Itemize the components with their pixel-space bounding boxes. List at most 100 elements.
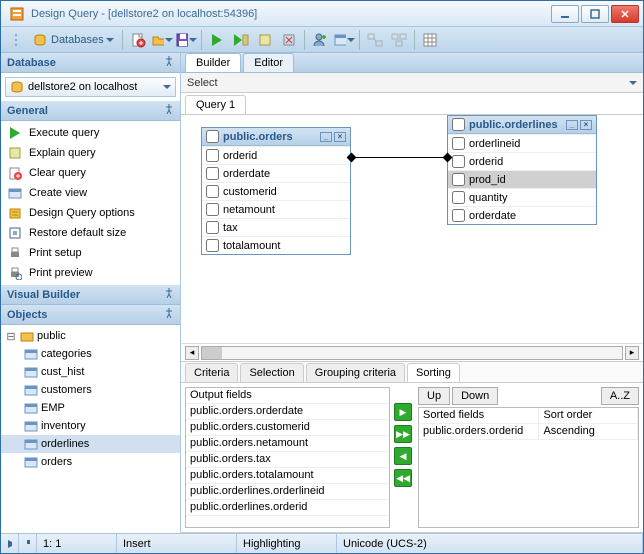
- tree-node-cust_hist[interactable]: cust_hist: [1, 363, 180, 381]
- create-view-item[interactable]: Create view: [1, 183, 180, 203]
- table-column[interactable]: orderdate: [202, 164, 350, 182]
- scroll-right-button[interactable]: ▸: [625, 346, 639, 360]
- table-card[interactable]: public.orderlines_×orderlineidorderidpro…: [447, 115, 597, 225]
- scroll-thumb[interactable]: [202, 347, 222, 359]
- pin-icon[interactable]: [164, 308, 174, 321]
- subtab-sorting[interactable]: Sorting: [407, 363, 460, 382]
- maximize-button[interactable]: [581, 5, 609, 23]
- column-checkbox[interactable]: [452, 191, 465, 204]
- visual-builder-header[interactable]: Visual Builder: [1, 285, 180, 305]
- table-header[interactable]: public.orderlines_×: [448, 116, 596, 134]
- status-flag-icon[interactable]: [19, 534, 37, 553]
- scroll-track[interactable]: [201, 346, 623, 360]
- table-checkbox[interactable]: [452, 118, 465, 131]
- tree-node-orderlines[interactable]: orderlines: [1, 435, 180, 453]
- down-button[interactable]: Down: [452, 387, 498, 405]
- new-icon[interactable]: [127, 29, 149, 51]
- output-field-item[interactable]: public.orders.totalamount: [186, 468, 389, 484]
- minimize-button[interactable]: [551, 5, 579, 23]
- output-field-item[interactable]: public.orders.orderdate: [186, 404, 389, 420]
- print-preview-item[interactable]: Print preview: [1, 263, 180, 283]
- move-all-right-button[interactable]: ▶▶: [394, 425, 412, 443]
- table-column[interactable]: customerid: [202, 182, 350, 200]
- column-checkbox[interactable]: [206, 221, 219, 234]
- pin-icon[interactable]: [164, 56, 174, 69]
- column-checkbox[interactable]: [206, 185, 219, 198]
- pin-icon[interactable]: [164, 288, 174, 301]
- tree-node-orders[interactable]: orders: [1, 453, 180, 471]
- adduser-icon[interactable]: [309, 29, 331, 51]
- runblock-icon[interactable]: [230, 29, 252, 51]
- run-icon[interactable]: [206, 29, 228, 51]
- column-checkbox[interactable]: [452, 137, 465, 150]
- output-field-item[interactable]: public.orders.netamount: [186, 436, 389, 452]
- column-checkbox[interactable]: [206, 167, 219, 180]
- output-fields-list[interactable]: Output fieldspublic.orders.orderdatepubl…: [185, 387, 390, 528]
- restore-default-size-item[interactable]: Restore default size: [1, 223, 180, 243]
- table-column[interactable]: orderid: [448, 152, 596, 170]
- sorted-field-row[interactable]: public.orders.orderidAscending: [419, 424, 638, 440]
- table-card[interactable]: public.orders_×orderidorderdatecustomeri…: [201, 127, 351, 255]
- up-button[interactable]: Up: [418, 387, 450, 405]
- minimize-table-icon[interactable]: _: [320, 132, 332, 142]
- tree-node-customers[interactable]: customers: [1, 381, 180, 399]
- move-right-button[interactable]: ▶: [394, 403, 412, 421]
- column-checkbox[interactable]: [452, 173, 465, 186]
- tree-node-EMP[interactable]: EMP: [1, 399, 180, 417]
- grid-icon[interactable]: [419, 29, 441, 51]
- table-checkbox[interactable]: [206, 130, 219, 143]
- builder-tab[interactable]: Builder: [185, 53, 241, 72]
- view-icon[interactable]: [333, 29, 355, 51]
- table-column[interactable]: orderid: [202, 146, 350, 164]
- editor-tab[interactable]: Editor: [243, 53, 294, 72]
- design-query-options-item[interactable]: Design Query options: [1, 203, 180, 223]
- tree-root[interactable]: ⊟public: [1, 327, 180, 345]
- az-button[interactable]: A..Z: [601, 387, 639, 405]
- status-play-icon[interactable]: [1, 534, 19, 553]
- save-icon[interactable]: [175, 29, 197, 51]
- table-column[interactable]: netamount: [202, 200, 350, 218]
- action2-icon[interactable]: [278, 29, 300, 51]
- open-icon[interactable]: [151, 29, 173, 51]
- print-setup-item[interactable]: Print setup: [1, 243, 180, 263]
- execute-query-item[interactable]: Execute query: [1, 123, 180, 143]
- link1-icon[interactable]: [364, 29, 386, 51]
- tree-node-categories[interactable]: categories: [1, 345, 180, 363]
- scroll-left-button[interactable]: ◂: [185, 346, 199, 360]
- database-selector[interactable]: dellstore2 on localhost: [5, 77, 176, 97]
- column-checkbox[interactable]: [452, 155, 465, 168]
- close-button[interactable]: [611, 5, 639, 23]
- move-left-button[interactable]: ◀: [394, 447, 412, 465]
- table-header[interactable]: public.orders_×: [202, 128, 350, 146]
- output-field-item[interactable]: public.orders.customerid: [186, 420, 389, 436]
- select-row[interactable]: Select: [181, 73, 643, 93]
- databases-dropdown[interactable]: Databases: [29, 29, 118, 51]
- table-column[interactable]: orderlineid: [448, 134, 596, 152]
- clear-query-item[interactable]: Clear query: [1, 163, 180, 183]
- close-table-icon[interactable]: ×: [334, 132, 346, 142]
- column-checkbox[interactable]: [452, 209, 465, 222]
- query-tab-1[interactable]: Query 1: [185, 95, 246, 114]
- tree-node-inventory[interactable]: inventory: [1, 417, 180, 435]
- subtab-grouping-criteria[interactable]: Grouping criteria: [306, 363, 405, 382]
- subtab-criteria[interactable]: Criteria: [185, 363, 238, 382]
- table-column[interactable]: quantity: [448, 188, 596, 206]
- table-column[interactable]: tax: [202, 218, 350, 236]
- minimize-table-icon[interactable]: _: [566, 120, 578, 130]
- action1-icon[interactable]: [254, 29, 276, 51]
- diagram-canvas[interactable]: public.orders_×orderidorderdatecustomeri…: [181, 115, 643, 343]
- link2-icon[interactable]: [388, 29, 410, 51]
- output-field-item[interactable]: public.orderlines.orderid: [186, 500, 389, 516]
- close-table-icon[interactable]: ×: [580, 120, 592, 130]
- output-field-item[interactable]: public.orderlines.orderlineid: [186, 484, 389, 500]
- join-line[interactable]: [351, 157, 447, 158]
- subtab-selection[interactable]: Selection: [240, 363, 303, 382]
- sorted-fields-grid[interactable]: Sorted fieldsSort orderpublic.orders.ord…: [418, 407, 639, 528]
- output-field-item[interactable]: public.orders.tax: [186, 452, 389, 468]
- table-column[interactable]: orderdate: [448, 206, 596, 224]
- table-column[interactable]: prod_id: [448, 170, 596, 188]
- table-column[interactable]: totalamount: [202, 236, 350, 254]
- pin-icon[interactable]: [164, 104, 174, 117]
- move-all-left-button[interactable]: ◀◀: [394, 469, 412, 487]
- explain-query-item[interactable]: Explain query: [1, 143, 180, 163]
